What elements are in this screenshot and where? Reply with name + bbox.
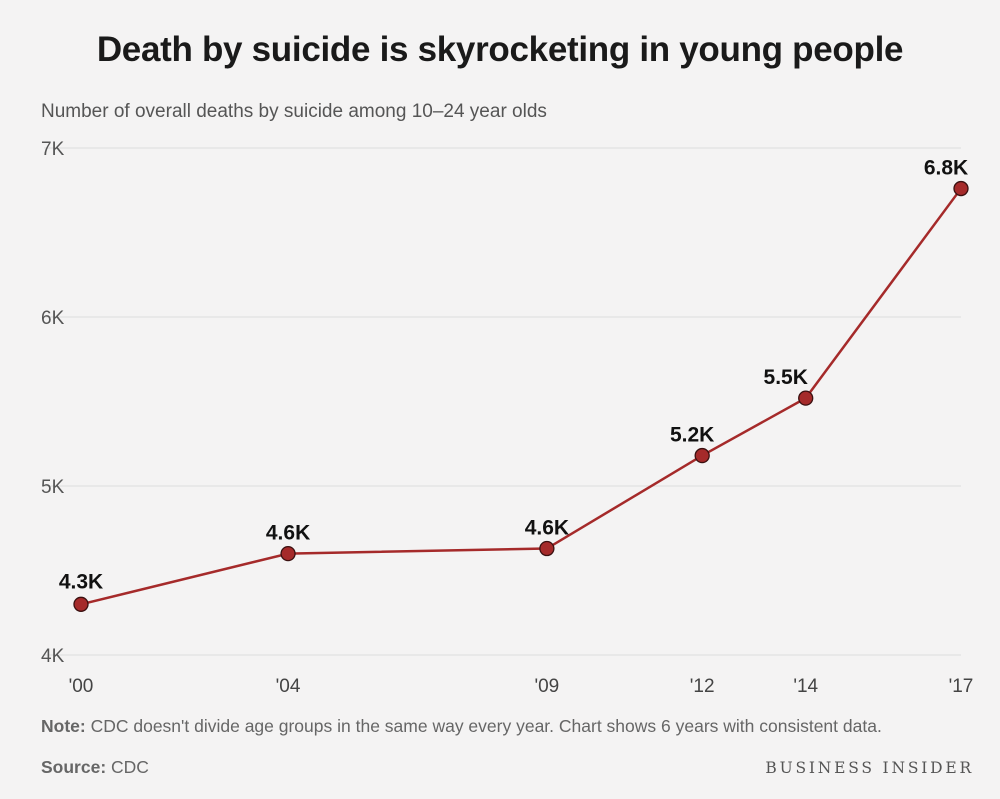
note-label: Note: bbox=[41, 716, 86, 736]
brand-logo: BUSINESS INSIDER bbox=[765, 759, 974, 777]
x-axis: '00 '04 '09 '12 '14 '17 bbox=[69, 676, 974, 697]
y-axis: 4K 5K 6K 7K bbox=[41, 139, 65, 667]
x-tick-label: '14 bbox=[793, 676, 818, 697]
data-label: 4.3K bbox=[59, 570, 103, 593]
x-tick-label: '12 bbox=[690, 676, 715, 697]
chart-subtitle: Number of overall deaths by suicide amon… bbox=[41, 101, 547, 122]
data-label: 4.6K bbox=[266, 522, 310, 545]
y-tick-label: 5K bbox=[41, 477, 65, 498]
chart-note: Note: CDC doesn't divide age groups in t… bbox=[41, 716, 882, 737]
data-label: 4.6K bbox=[525, 517, 569, 540]
x-tick-label: '17 bbox=[949, 676, 974, 697]
x-tick-label: '00 bbox=[69, 676, 94, 697]
data-label: 6.8K bbox=[924, 157, 968, 180]
data-label: 5.2K bbox=[670, 424, 714, 447]
y-tick-label: 6K bbox=[41, 308, 65, 329]
x-tick-label: '09 bbox=[534, 676, 559, 697]
chart-source: Source: CDC bbox=[41, 757, 149, 778]
y-tick-label: 4K bbox=[41, 646, 65, 667]
data-point bbox=[798, 390, 814, 406]
data-point bbox=[539, 540, 555, 557]
note-text: CDC doesn't divide age groups in the sam… bbox=[85, 716, 882, 736]
grid-lines bbox=[44, 147, 961, 656]
source-text: CDC bbox=[106, 757, 149, 777]
series bbox=[73, 180, 969, 612]
chart-title: Death by suicide is skyrocketing in youn… bbox=[96, 30, 904, 69]
data-labels: 4.3K 4.6K 4.6K 5.2K 5.5K 6.8K bbox=[59, 157, 968, 594]
data-label: 5.5K bbox=[764, 366, 808, 389]
data-point bbox=[694, 447, 710, 464]
y-tick-label: 7K bbox=[41, 139, 65, 160]
source-label: Source: bbox=[41, 757, 107, 777]
series-line bbox=[80, 187, 963, 606]
data-point bbox=[280, 545, 296, 562]
line-chart: 4K 5K 6K 7K '00 '04 '09 '12 '14 '17 4.3K 4.6K 4.6K… bbox=[41, 139, 974, 697]
x-tick-label: '04 bbox=[276, 676, 301, 697]
data-point bbox=[953, 180, 969, 197]
data-point bbox=[73, 596, 89, 612]
